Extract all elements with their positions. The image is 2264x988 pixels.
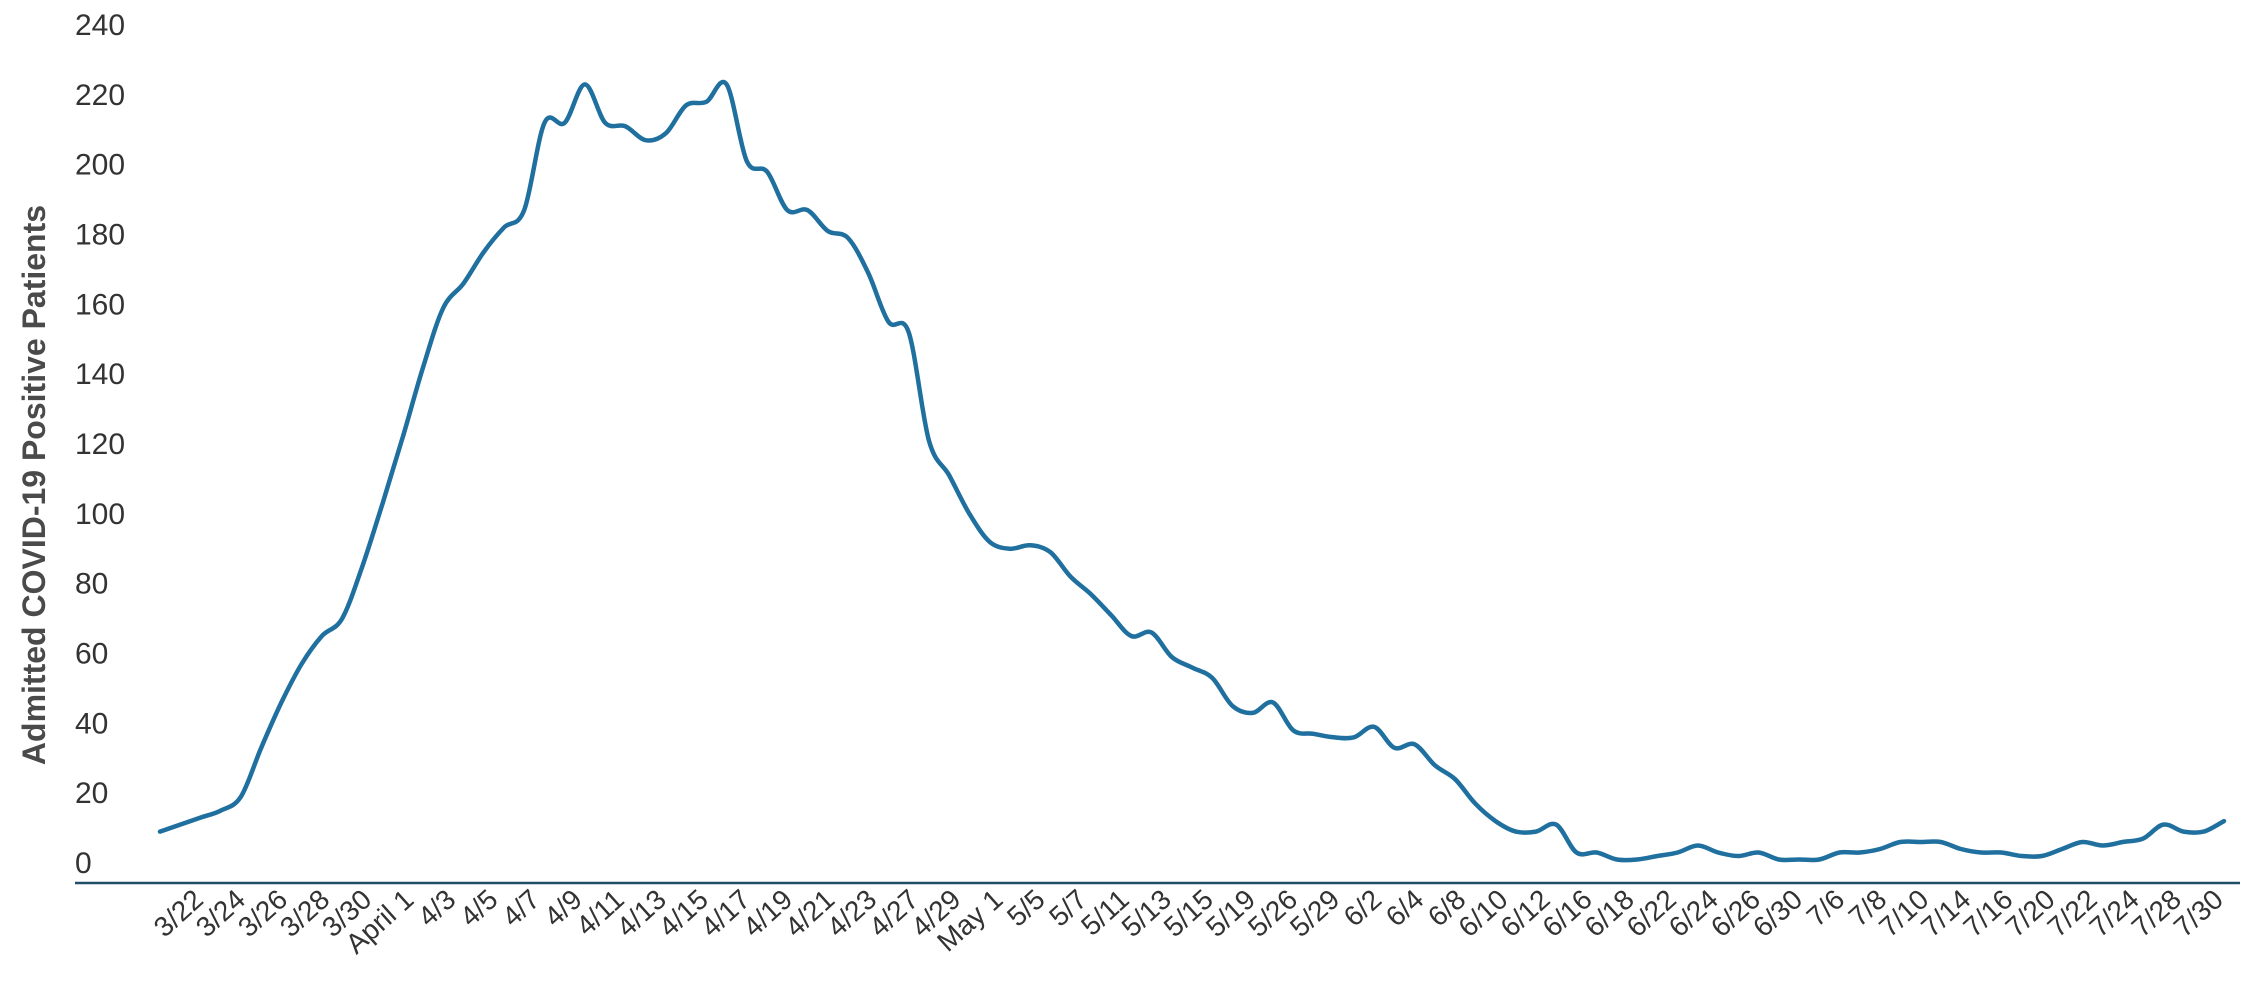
x-tick-label: 6/4 (1380, 883, 1430, 932)
y-tick-label: 200 (75, 149, 125, 182)
y-tick-label: 140 (75, 358, 125, 391)
y-axis-label: Admitted COVID-19 Positive Patients (16, 205, 52, 765)
y-tick-label: 220 (75, 79, 125, 112)
y-tick-label: 80 (75, 568, 108, 601)
x-tick-label: 6/2 (1338, 883, 1388, 932)
y-tick-label: 240 (75, 9, 125, 42)
y-tick-label: 160 (75, 288, 125, 321)
x-tick-label: 7/30 (2168, 883, 2229, 943)
series-line (157, 79, 2227, 863)
x-tick-label: 5/29 (1284, 883, 1345, 943)
y-tick-label: 0 (75, 847, 92, 880)
x-tick-label: 6/30 (1747, 883, 1808, 943)
x-tick-label: 4/3 (412, 883, 462, 932)
y-tick-label: 120 (75, 428, 125, 461)
y-axis-ticks: 0 20 40 60 80 100 120 140 160 180 200 220 240 (75, 9, 125, 880)
y-tick-label: 40 (75, 707, 108, 740)
x-tick-label: 5/5 (1001, 883, 1051, 932)
x-tick-label: 4/5 (454, 883, 504, 932)
y-tick-label: 20 (75, 777, 108, 810)
x-tick-label: 4/7 (496, 883, 546, 932)
y-tick-label: 100 (75, 498, 125, 531)
y-tick-label: 60 (75, 638, 108, 671)
y-tick-label: 180 (75, 219, 125, 252)
